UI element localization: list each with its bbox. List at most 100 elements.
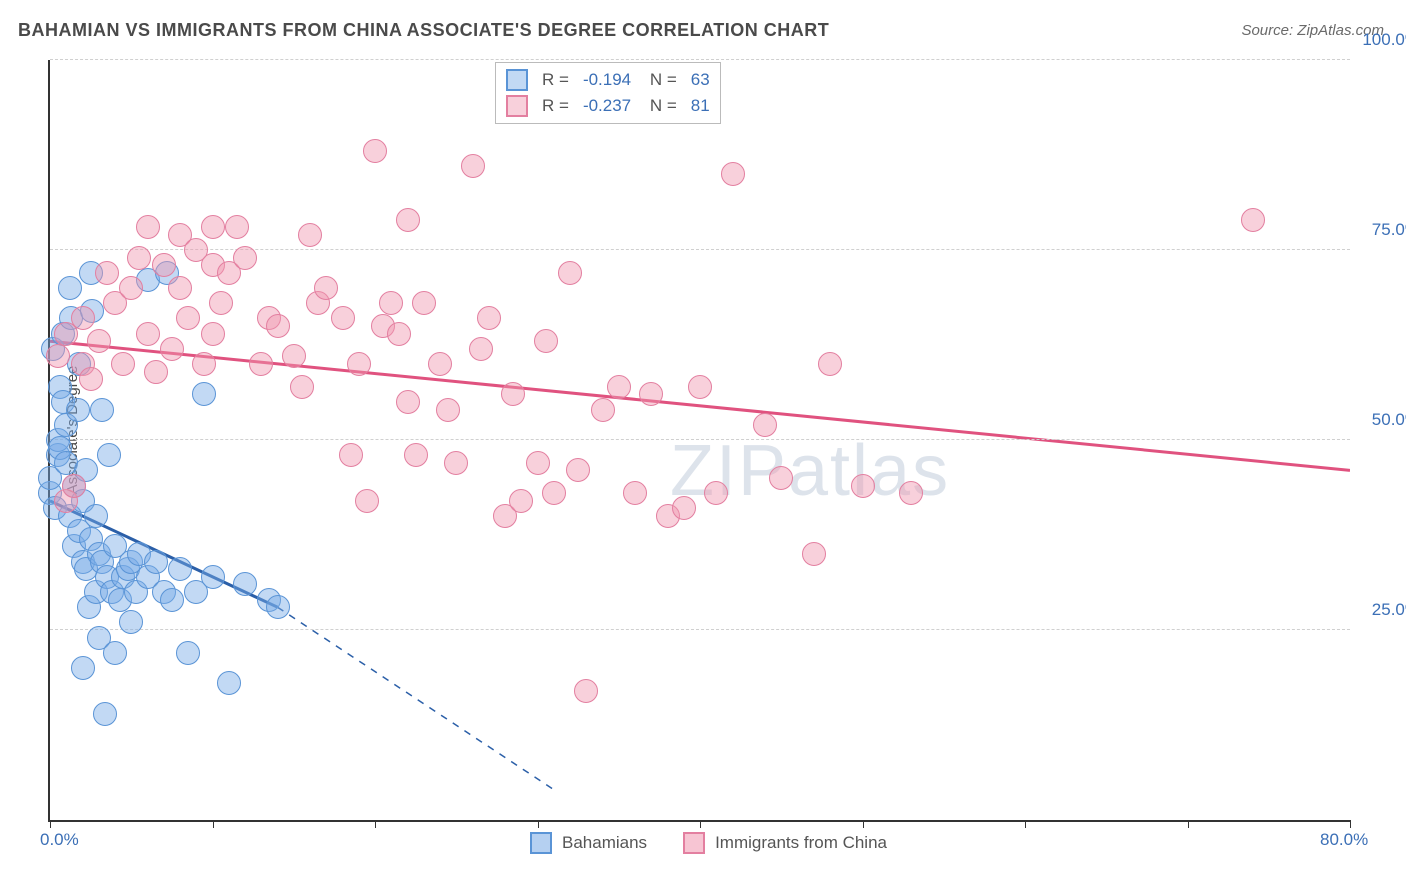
legend-n-value: 81 <box>691 93 710 119</box>
scatter-point <box>176 641 200 665</box>
scatter-point <box>1241 208 1265 232</box>
scatter-point <box>79 367 103 391</box>
correlation-legend: R =-0.194 N =63R = -0.237 N = 81 <box>495 62 721 124</box>
scatter-point <box>152 253 176 277</box>
scatter-point <box>818 352 842 376</box>
x-tick-label: 80.0% <box>1320 830 1368 850</box>
scatter-point <box>379 291 403 315</box>
scatter-point <box>542 481 566 505</box>
scatter-point <box>233 572 257 596</box>
scatter-point <box>436 398 460 422</box>
scatter-point <box>201 322 225 346</box>
gridline <box>50 629 1350 630</box>
scatter-point <box>87 329 111 353</box>
scatter-point <box>623 481 647 505</box>
scatter-point <box>298 223 322 247</box>
scatter-point <box>412 291 436 315</box>
y-tick-label: 100.0% <box>1362 30 1406 50</box>
scatter-point <box>192 352 216 376</box>
x-tick <box>375 820 376 828</box>
scatter-point <box>688 375 712 399</box>
scatter-point <box>136 322 160 346</box>
scatter-point <box>168 557 192 581</box>
legend-r-value: -0.194 <box>583 67 631 93</box>
scatter-point <box>566 458 590 482</box>
scatter-point <box>160 337 184 361</box>
chart-title: BAHAMIAN VS IMMIGRANTS FROM CHINA ASSOCI… <box>18 20 829 41</box>
scatter-point <box>62 474 86 498</box>
scatter-point <box>363 139 387 163</box>
scatter-point <box>721 162 745 186</box>
scatter-point <box>58 276 82 300</box>
scatter-point <box>144 550 168 574</box>
scatter-point <box>111 352 135 376</box>
gridline <box>50 59 1350 60</box>
x-tick-label: 0.0% <box>40 830 79 850</box>
scatter-point <box>90 398 114 422</box>
scatter-point <box>672 496 696 520</box>
scatter-point <box>314 276 338 300</box>
legend-n-label: N = <box>645 93 677 119</box>
scatter-point <box>396 390 420 414</box>
scatter-point <box>136 215 160 239</box>
scatter-point <box>387 322 411 346</box>
scatter-point <box>127 246 151 270</box>
scatter-point <box>526 451 550 475</box>
scatter-point <box>160 588 184 612</box>
scatter-point <box>444 451 468 475</box>
scatter-point <box>119 610 143 634</box>
scatter-point <box>347 352 371 376</box>
legend-swatch <box>506 69 528 91</box>
legend-n-label: N = <box>645 67 677 93</box>
scatter-point <box>501 382 525 406</box>
legend-r-label: R = <box>542 93 569 119</box>
scatter-point <box>802 542 826 566</box>
scatter-point <box>249 352 273 376</box>
legend-row: R =-0.194 N =63 <box>506 67 710 93</box>
scatter-point <box>233 246 257 270</box>
scatter-point <box>639 382 663 406</box>
legend-r-value: -0.237 <box>583 93 631 119</box>
x-tick <box>538 820 539 828</box>
scatter-point <box>201 215 225 239</box>
scatter-point <box>404 443 428 467</box>
scatter-point <box>176 306 200 330</box>
scatter-point <box>591 398 615 422</box>
x-tick <box>213 820 214 828</box>
legend-row: R = -0.237 N = 81 <box>506 93 710 119</box>
legend-swatch <box>506 95 528 117</box>
x-tick <box>1025 820 1026 828</box>
legend-label: Bahamians <box>562 833 647 853</box>
scatter-point <box>355 489 379 513</box>
regression-lines <box>50 60 1350 820</box>
scatter-point <box>266 314 290 338</box>
scatter-point <box>290 375 314 399</box>
scatter-point <box>851 474 875 498</box>
scatter-point <box>331 306 355 330</box>
scatter-point <box>469 337 493 361</box>
scatter-point <box>95 261 119 285</box>
scatter-point <box>461 154 485 178</box>
scatter-point <box>339 443 363 467</box>
scatter-point <box>201 565 225 589</box>
scatter-point <box>46 344 70 368</box>
scatter-point <box>396 208 420 232</box>
x-tick <box>1350 820 1351 828</box>
scatter-point <box>534 329 558 353</box>
scatter-point <box>266 595 290 619</box>
scatter-point <box>71 656 95 680</box>
scatter-point <box>225 215 249 239</box>
y-tick-label: 25.0% <box>1372 600 1406 620</box>
scatter-point <box>899 481 923 505</box>
scatter-point <box>217 671 241 695</box>
y-tick-label: 75.0% <box>1372 220 1406 240</box>
x-tick <box>700 820 701 828</box>
scatter-point <box>168 276 192 300</box>
scatter-point <box>704 481 728 505</box>
scatter-point <box>103 641 127 665</box>
scatter-point <box>97 443 121 467</box>
scatter-point <box>282 344 306 368</box>
scatter-point <box>574 679 598 703</box>
scatter-point <box>509 489 533 513</box>
x-tick <box>1188 820 1189 828</box>
